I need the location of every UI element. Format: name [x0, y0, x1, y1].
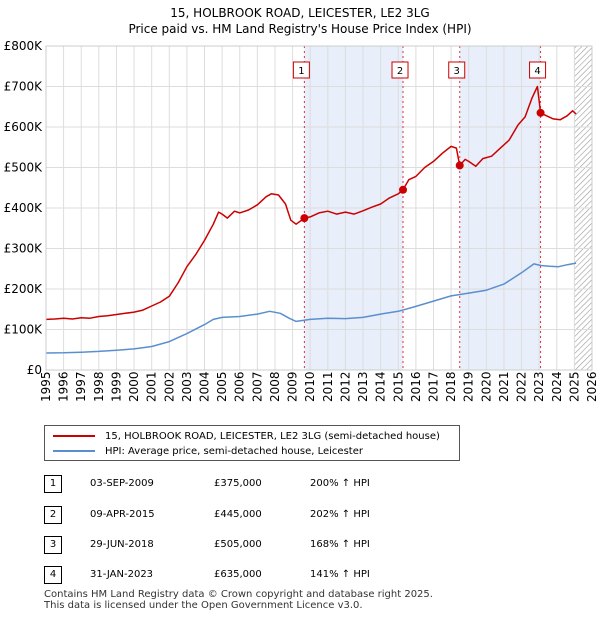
- transaction-box-label: 1: [298, 66, 304, 77]
- transaction-number: 2: [44, 506, 62, 524]
- transaction-box: [448, 61, 466, 79]
- transaction-dot: [399, 185, 408, 194]
- transaction-date: 29-JUN-2018: [90, 539, 154, 550]
- transaction-hpi: 202% ↑ HPI: [310, 509, 370, 520]
- plot-frame: [45, 45, 593, 371]
- transaction-box: [529, 61, 547, 79]
- x-tick-label: 2003: [180, 371, 194, 402]
- transaction-price: £635,000: [214, 569, 262, 580]
- footer-license: This data is licensed under the Open Gov…: [44, 600, 363, 611]
- y-tick-label: £700K: [4, 80, 44, 94]
- x-tick-label: 1998: [92, 371, 106, 402]
- x-tick-label: 2004: [198, 371, 212, 402]
- transaction-dots: [300, 108, 545, 223]
- x-tick-label: 1995: [39, 371, 53, 402]
- transaction-hpi: 141% ↑ HPI: [310, 569, 370, 580]
- x-tick-label: 2015: [391, 371, 405, 402]
- x-tick-label: 2000: [127, 371, 141, 402]
- transaction-price: £445,000: [214, 509, 262, 520]
- transaction-price: £505,000: [214, 539, 262, 550]
- x-tick-label: 2019: [462, 371, 476, 402]
- transaction-box-label: 2: [397, 66, 403, 77]
- transaction-box-label: 4: [534, 66, 540, 77]
- x-tick-label: 2020: [479, 371, 493, 402]
- y-axis-ticks: £0 £100K £200K £300K £400K £500K £600K £700K £80…: [4, 39, 44, 377]
- x-tick-label: 2018: [444, 371, 458, 402]
- transaction-row: 3 29-JUN-2018 £505,000 168% ↑ HPI: [44, 536, 464, 554]
- x-tick-label: 1996: [57, 371, 71, 402]
- series-lines: [46, 85, 577, 354]
- x-tick-label: 2026: [585, 371, 599, 402]
- transaction-row: 4 31-JAN-2023 £635,000 141% ↑ HPI: [44, 566, 464, 584]
- transaction-number: 4: [44, 566, 62, 584]
- transaction-marker-lines: [303, 46, 542, 370]
- legend-label-property: 15, HOLBROOK ROAD, LEICESTER, LE2 3LG (s…: [105, 430, 440, 442]
- transaction-date: 09-APR-2015: [90, 509, 155, 520]
- y-tick-label: £800K: [4, 39, 44, 53]
- x-tick-label: 2012: [338, 371, 352, 402]
- transaction-date: 03-SEP-2009: [90, 478, 154, 489]
- y-tick-label: £300K: [4, 242, 44, 256]
- x-tick-label: 2017: [426, 371, 440, 402]
- transaction-number: 3: [44, 536, 62, 554]
- transaction-dot: [536, 108, 545, 117]
- y-tick-label: £0: [27, 363, 42, 377]
- x-tick-label: 2001: [145, 371, 159, 402]
- legend-item-hpi: HPI: Average price, semi-detached house,…: [53, 444, 363, 458]
- transaction-box: [292, 61, 310, 79]
- x-tick-label: 2006: [233, 371, 247, 402]
- series-line-hpi: [46, 262, 577, 354]
- price-chart: 15, HOLBROOK ROAD, LEICESTER, LE2 3LG Pr…: [4, 6, 599, 402]
- x-tick-label: 1997: [74, 371, 88, 402]
- transaction-hpi: 168% ↑ HPI: [310, 539, 370, 550]
- x-tick-label: 2022: [515, 371, 529, 402]
- transaction-row: 1 03-SEP-2009 £375,000 200% ↑ HPI: [44, 475, 464, 493]
- x-tick-label: 2008: [268, 371, 282, 402]
- transaction-dot: [300, 214, 309, 223]
- chart-subtitle: Price paid vs. HM Land Registry's House …: [128, 22, 471, 36]
- x-tick-label: 2007: [250, 371, 264, 402]
- x-tick-label: 2021: [497, 371, 511, 402]
- y-tick-label: £400K: [4, 201, 44, 215]
- x-tick-label: 2016: [409, 371, 423, 402]
- transaction-hpi: 200% ↑ HPI: [310, 478, 370, 489]
- y-tick-label: £100K: [4, 323, 44, 337]
- x-tick-label: 2010: [303, 371, 317, 402]
- x-axis-ticks: 1995 1996 1997 1998 1999 2000 2001 2002 2003 2004…: [39, 371, 599, 402]
- x-tick-label: 1999: [109, 371, 123, 402]
- transaction-dot: [455, 161, 464, 170]
- x-tick-label: 2002: [162, 371, 176, 402]
- x-tick-label: 2014: [374, 371, 388, 402]
- x-tick-label: 2011: [321, 371, 335, 402]
- transaction-number: 1: [44, 475, 62, 493]
- transaction-box-label: 3: [454, 66, 460, 77]
- transaction-labels: 1 2 3 4: [292, 61, 547, 79]
- x-tick-label: 2013: [356, 371, 370, 402]
- series-line-property: [46, 85, 577, 321]
- chart-title: 15, HOLBROOK ROAD, LEICESTER, LE2 3LG: [170, 6, 429, 20]
- x-tick-label: 2025: [567, 371, 581, 402]
- y-tick-label: £500K: [4, 161, 44, 175]
- legend-label-hpi: HPI: Average price, semi-detached house,…: [105, 445, 363, 457]
- footer-copyright: Contains HM Land Registry data © Crown c…: [44, 589, 433, 600]
- x-tick-label: 2023: [532, 371, 546, 402]
- y-tick-label: £200K: [4, 282, 44, 296]
- transaction-box: [391, 61, 409, 79]
- x-tick-label: 2005: [215, 371, 229, 402]
- legend-item-property: 15, HOLBROOK ROAD, LEICESTER, LE2 3LG (s…: [53, 429, 440, 443]
- transaction-date: 31-JAN-2023: [90, 569, 154, 580]
- x-tick-label: 2009: [286, 371, 300, 402]
- y-tick-label: £600K: [4, 120, 44, 134]
- transaction-row: 2 09-APR-2015 £445,000 202% ↑ HPI: [44, 506, 464, 524]
- x-tick-label: 2024: [550, 371, 564, 402]
- legend: 15, HOLBROOK ROAD, LEICESTER, LE2 3LG (s…: [44, 425, 460, 461]
- legend-swatch-hpi: [53, 450, 95, 452]
- transaction-price: £375,000: [214, 478, 262, 489]
- footer: Contains HM Land Registry data © Crown c…: [44, 589, 433, 611]
- legend-swatch-property: [53, 435, 95, 437]
